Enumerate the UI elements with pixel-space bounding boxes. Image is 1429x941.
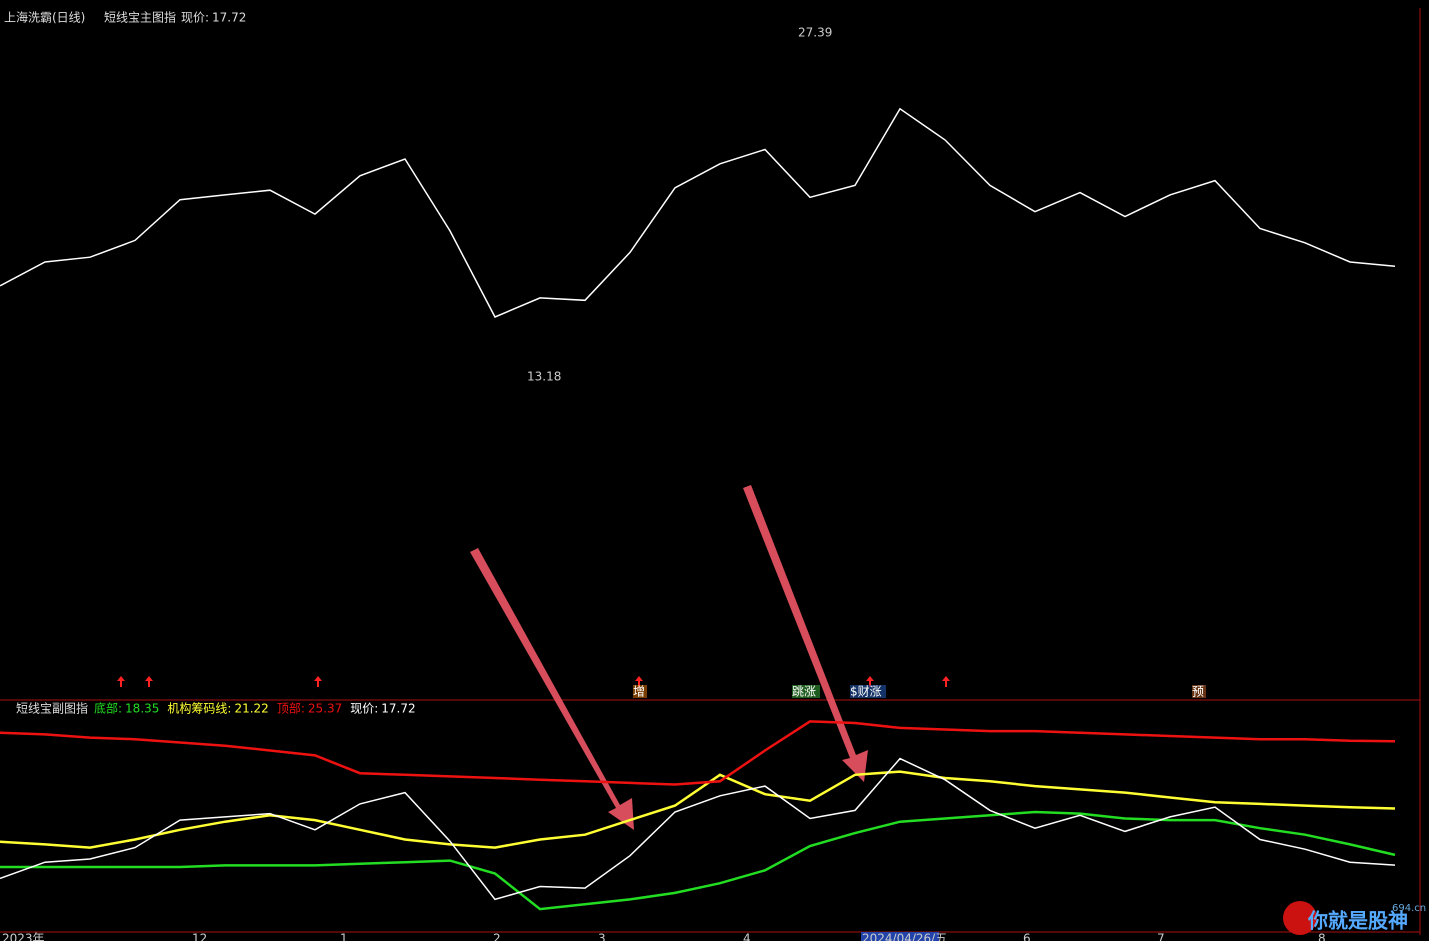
series-line [0,107,1396,318]
x-tick-label: 12 [192,932,207,941]
signal-arrow [866,676,874,687]
high-label: 27.39 [798,25,832,39]
legend-value: 17.72 [381,702,415,716]
legend-name: 底部: [94,701,122,716]
legend-name: 机构筹码线: [167,701,231,716]
x-tick-label: 8 [1318,932,1326,941]
legend-name: 顶部: [277,701,305,716]
price-name: 现价: [181,11,209,25]
signal-arrow [635,676,643,687]
x-tick-label: 2024/04/26/五 [862,932,947,941]
signal-arrow [117,676,125,687]
low-label: 13.18 [527,369,561,383]
watermark-site: 694.cn [1392,903,1426,914]
signal-label: 跳涨 [792,684,816,699]
signal-label: $财涨 [850,684,882,699]
series-line [0,720,1396,786]
date-highlight [861,932,939,941]
x-tick-label: 7 [1157,932,1165,941]
watermark: 你就是股神 [1307,909,1408,933]
x-tick-label: 6 [1023,932,1031,941]
legend-name: 现价: [350,702,378,716]
indicator-name: 短线宝主图指 [104,10,176,25]
signal-label: 预 [1192,685,1204,699]
signal-box [633,685,647,698]
signal-arrow [145,676,153,687]
series-line [0,757,1396,901]
x-tick-label: 4 [743,932,751,941]
legend-value: 25.37 [308,702,342,716]
signal-box [792,685,820,698]
legend-value: 21.22 [234,702,268,716]
x-tick-label: 3 [598,932,606,941]
x-tick-label: 2 [493,932,501,941]
signal-label: 增 [633,685,645,699]
signal-box [1192,685,1206,698]
chart-title: 上海洗霸(日线) [4,10,85,25]
signal-box [850,685,886,698]
x-tick-label: 1 [340,932,348,941]
signal-arrow [942,676,950,687]
price-value: 17.72 [212,11,246,25]
series-line [0,770,1396,849]
pink-arrows [470,485,868,830]
watermark-logo [1283,901,1317,935]
x-tick-label: 2023年 [2,932,45,941]
chart-title: 短线宝副图指 [16,701,88,716]
signal-arrow [314,676,322,687]
legend-value: 18.35 [125,702,159,716]
